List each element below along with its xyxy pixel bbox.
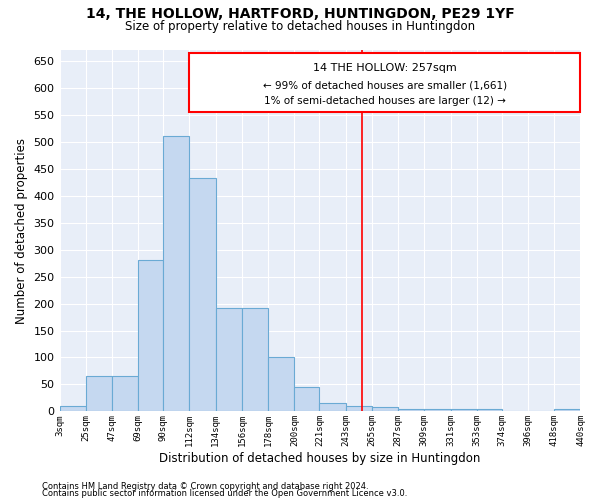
Bar: [372, 407, 398, 412]
Y-axis label: Number of detached properties: Number of detached properties: [15, 138, 28, 324]
Bar: [59, 406, 86, 411]
Bar: [398, 408, 424, 412]
Text: 1% of semi-detached houses are larger (12) →: 1% of semi-detached houses are larger (1…: [264, 96, 506, 106]
Text: Contains public sector information licensed under the Open Government Licence v3: Contains public sector information licen…: [42, 489, 407, 498]
Text: 14, THE HOLLOW, HARTFORD, HUNTINGDON, PE29 1YF: 14, THE HOLLOW, HARTFORD, HUNTINGDON, PE…: [86, 8, 514, 22]
Bar: [268, 358, 295, 412]
Bar: [319, 404, 346, 411]
Bar: [163, 136, 190, 411]
Bar: [554, 408, 580, 412]
Text: ← 99% of detached houses are smaller (1,661): ← 99% of detached houses are smaller (1,…: [263, 80, 507, 90]
Bar: [190, 178, 216, 412]
Text: Size of property relative to detached houses in Huntingdon: Size of property relative to detached ho…: [125, 20, 475, 33]
FancyBboxPatch shape: [190, 52, 580, 112]
Bar: [138, 260, 163, 412]
Bar: [346, 406, 372, 411]
Bar: [216, 308, 242, 412]
X-axis label: Distribution of detached houses by size in Huntingdon: Distribution of detached houses by size …: [160, 452, 481, 465]
Bar: [295, 386, 319, 411]
Bar: [451, 408, 477, 412]
Bar: [477, 408, 502, 412]
Text: 14 THE HOLLOW: 257sqm: 14 THE HOLLOW: 257sqm: [313, 62, 457, 72]
Bar: [86, 376, 112, 412]
Text: Contains HM Land Registry data © Crown copyright and database right 2024.: Contains HM Land Registry data © Crown c…: [42, 482, 368, 491]
Bar: [242, 308, 268, 412]
Bar: [424, 408, 451, 412]
Bar: [112, 376, 138, 412]
